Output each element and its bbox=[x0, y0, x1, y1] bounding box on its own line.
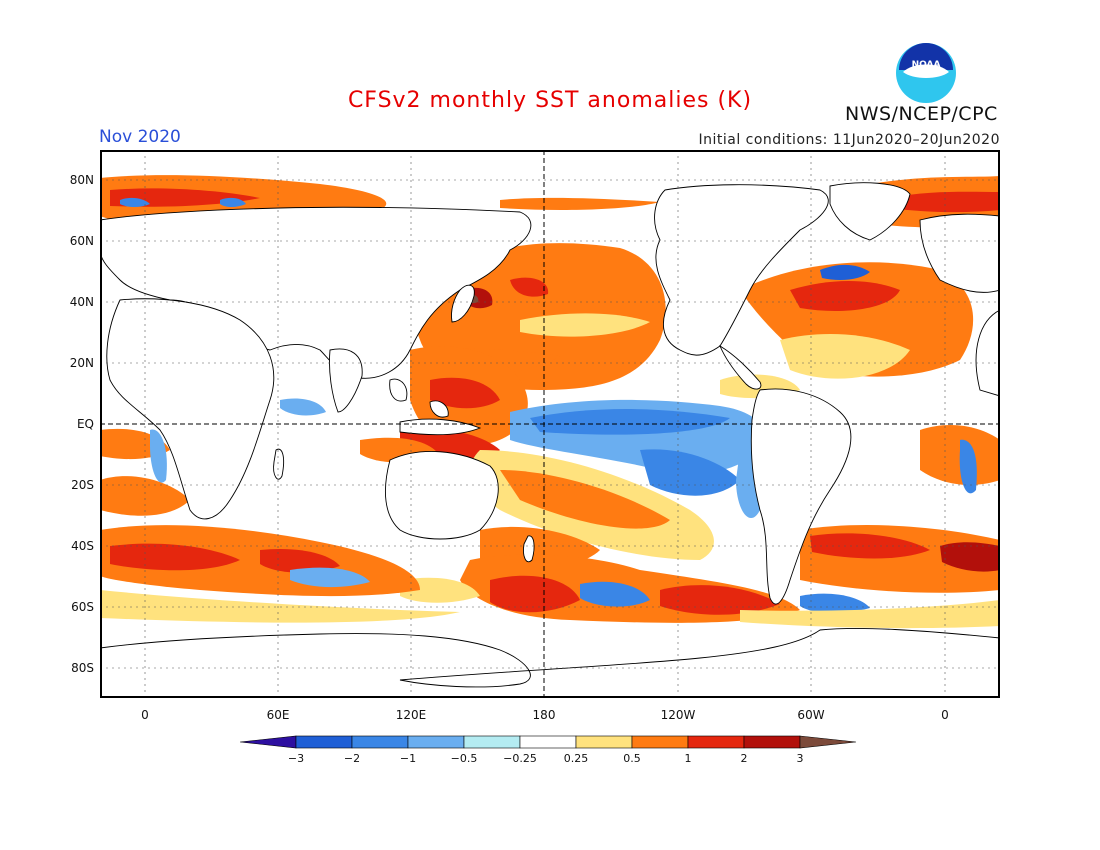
colorbar-bin bbox=[687, 735, 745, 749]
colorbar-tick-label: −0.25 bbox=[503, 752, 537, 765]
colorbar-tick-label: 3 bbox=[797, 752, 804, 765]
lat-label: 60N bbox=[69, 234, 94, 248]
lon-label: 60W bbox=[797, 708, 825, 722]
initial-conditions: Initial conditions: 11Jun2020–20Jun2020 bbox=[698, 132, 1000, 148]
lat-label: 40N bbox=[69, 295, 94, 309]
colorbar-tick-label: 2 bbox=[741, 752, 748, 765]
colorbar-bin bbox=[631, 735, 689, 749]
colorbar-tick-label: −0.5 bbox=[451, 752, 478, 765]
lat-label: 20S bbox=[71, 478, 94, 492]
colorbar-bin bbox=[519, 735, 577, 749]
lon-label: 180 bbox=[532, 708, 556, 722]
lat-label: EQ bbox=[76, 417, 94, 431]
map-border bbox=[100, 150, 1000, 698]
colorbar-bin bbox=[575, 735, 633, 749]
lon-label: 0 bbox=[141, 708, 149, 722]
lat-label: 60S bbox=[71, 600, 94, 614]
lon-label: 60E bbox=[266, 708, 290, 722]
chart-title: CFSv2 monthly SST anomalies (K) bbox=[347, 88, 753, 113]
colorbar-bin bbox=[351, 735, 409, 749]
colorbar-max-arrow bbox=[799, 735, 857, 749]
coastlines bbox=[100, 182, 1000, 698]
lon-label: 120E bbox=[395, 708, 427, 722]
colorbar: −3 −2 −1 −0.5 −0.25 0.25 0.5 1 2 3 bbox=[239, 734, 860, 774]
colorbar-bin bbox=[463, 735, 521, 749]
lat-label: 80N bbox=[69, 173, 94, 187]
lat-label: 40S bbox=[71, 539, 94, 553]
agency-label: NWS/NCEP/CPC bbox=[845, 103, 998, 125]
valid-month: Nov 2020 bbox=[99, 127, 181, 147]
equator-dateline bbox=[100, 150, 1000, 698]
colorbar-bin bbox=[295, 735, 353, 749]
lon-label: 0 bbox=[941, 708, 949, 722]
colorbar-bin bbox=[407, 735, 465, 749]
colorbar-tick-label: 0.5 bbox=[623, 752, 641, 765]
colorbar-tick-label: 1 bbox=[685, 752, 692, 765]
noaa-logo-text: NOAA bbox=[912, 60, 941, 70]
lat-label: 80S bbox=[71, 661, 94, 675]
lat-label: 20N bbox=[69, 356, 94, 370]
colorbar-tick-label: −1 bbox=[400, 752, 416, 765]
colorbar-tick-label: 0.25 bbox=[564, 752, 589, 765]
lon-label: 120W bbox=[660, 708, 696, 722]
graticule bbox=[100, 150, 1000, 698]
sst-anomaly-map bbox=[100, 150, 1000, 698]
colorbar-tick-label: −2 bbox=[344, 752, 360, 765]
noaa-logo: NOAA bbox=[895, 42, 957, 104]
colorbar-tick-label: −3 bbox=[288, 752, 304, 765]
colorbar-min-arrow bbox=[239, 735, 297, 749]
colorbar-bin bbox=[743, 735, 801, 749]
